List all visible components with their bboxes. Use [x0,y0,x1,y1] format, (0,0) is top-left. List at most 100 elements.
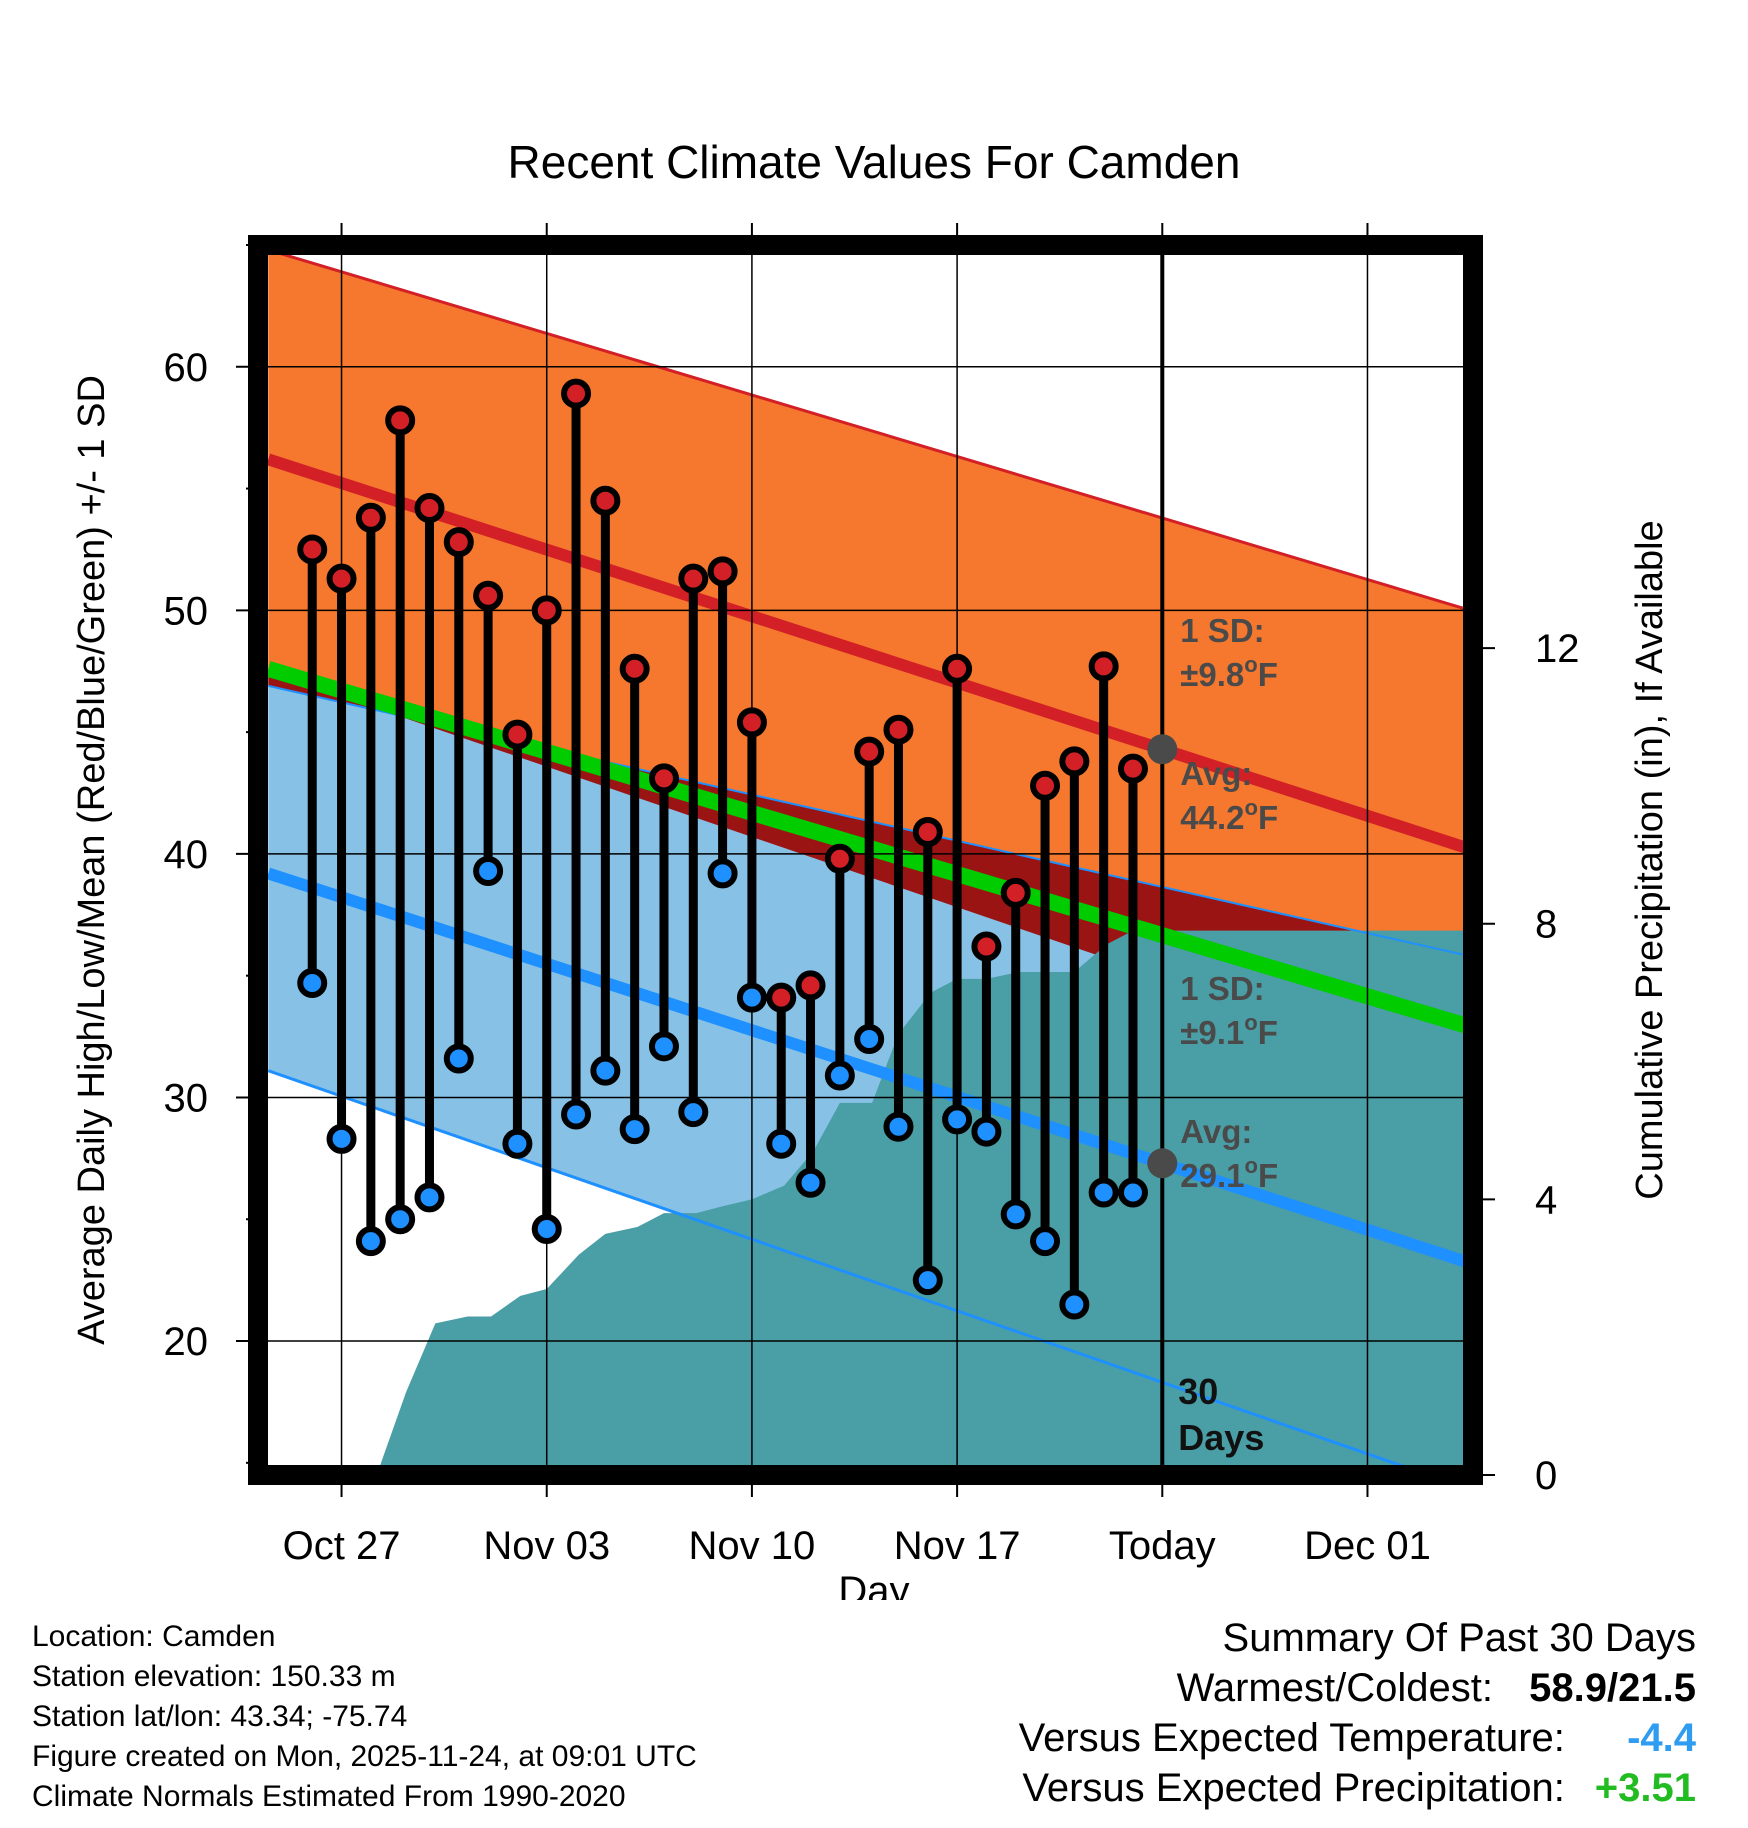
daily-high-point [854,736,885,767]
y-tick-label: 50 [164,589,209,633]
daily-high-point [443,527,474,558]
precip-label: Versus Expected Precipitation: [1022,1766,1565,1810]
daily-low-point [707,858,738,889]
warm-cold-label: Warmest/Coldest: [1176,1666,1493,1710]
daily-high-point [648,763,679,794]
high-normal-line [266,453,1472,855]
days-word: Days [1178,1417,1264,1458]
daily-high-point [912,816,943,847]
daily-low-point [355,1226,386,1257]
daily-high-point [736,707,767,738]
x-tick-label: Today [1109,1524,1216,1568]
daily-low-point [414,1182,445,1213]
x-tick-label: Oct 27 [283,1524,401,1568]
latlon-text: Station lat/lon: 43.34; -75.74 [32,1700,408,1733]
daily-low-point [648,1031,679,1062]
daily-low-point [443,1043,474,1074]
x-tick-label: Dec 01 [1304,1524,1431,1568]
daily-high-point [531,595,562,626]
low-sd-label-title: 1 SD: [1180,970,1264,1007]
daily-high-point [678,563,709,594]
daily-low-point [736,982,767,1013]
temp-label: Versus Expected Temperature: [1018,1716,1565,1760]
precip-value: +3.51 [1594,1766,1696,1810]
low-avg-label-title: Avg: [1180,1113,1252,1150]
high-avg-point [1147,734,1178,765]
location-text: Location: Camden [32,1620,276,1653]
summary-temp: Versus Expected Temperature: -4.4 [1019,1713,1696,1763]
daily-low-point [326,1123,357,1154]
daily-low-point [766,1128,797,1159]
station-info: Location: Camden Station elevation: 150.… [32,1617,697,1817]
daily-high-point [355,502,386,533]
daily-low-point [795,1167,826,1198]
high-avg-label-title: Avg: [1180,755,1252,792]
daily-low-point [502,1128,533,1159]
y-tick-label: 20 [164,1320,209,1364]
daily-low-point [1088,1177,1119,1208]
markers [297,378,1148,1320]
daily-high-point [1117,753,1148,784]
high-upper-edge [267,248,1471,612]
daily-low-point [678,1097,709,1128]
high-sd-band [268,249,1471,1083]
daily-high-point [824,843,855,874]
x-tick-label: Nov 03 [483,1524,610,1568]
x-axis-title: Day [838,1569,909,1600]
high-avg-label-value: 44.2oF [1180,795,1278,836]
daily-low-point [385,1204,416,1235]
daily-high-point [1059,746,1090,777]
summary-title: Summary Of Past 30 Days [1222,1616,1696,1660]
chart-title: Recent Climate Values For Camden [508,136,1241,188]
daily-high-point [590,485,621,516]
daily-high-point [473,580,504,611]
daily-high-point [942,653,973,684]
daily-high-point [619,653,650,684]
y2-tick-label: 0 [1535,1454,1557,1498]
daily-low-point [942,1104,973,1135]
x-tick-label: Nov 17 [894,1524,1021,1568]
y-tick-label: 60 [164,346,209,390]
summary-warm-cold: Warmest/Coldest: 58.9/21.5 [1019,1663,1696,1713]
daily-low-point [1000,1199,1031,1230]
low-lower-edge [267,1069,1433,1475]
daily-high-point [502,719,533,750]
high-sd-label-title: 1 SD: [1180,612,1264,649]
daily-low-point [473,855,504,886]
daily-low-point [883,1111,914,1142]
daily-high-point [795,970,826,1001]
high-sd-label-value: ±9.8oF [1180,652,1278,693]
daily-low-point [912,1265,943,1296]
summary-precip: Versus Expected Precipitation: +3.51 [1019,1763,1696,1813]
daily-low-point [824,1060,855,1091]
low-avg-point [1147,1148,1178,1179]
y2-tick-label: 8 [1535,903,1557,947]
climate-chart: Recent Climate Values For Camden 2030405… [71,136,1671,1600]
daily-high-point [766,982,797,1013]
y-axis-title: Average Daily High/Low/Mean (Red/Blue/Gr… [71,375,113,1345]
plot-frame [248,235,1483,1485]
y2-axis-title: Cumulative Precipitation (in), If Availa… [1629,520,1671,1199]
daily-high-point [971,931,1002,962]
warm-cold-value: 58.9/21.5 [1529,1666,1696,1710]
daily-high-point [385,405,416,436]
daily-high-point [414,493,445,524]
low-sd-label-value: ±9.1oF [1180,1010,1278,1051]
normals-text: Climate Normals Estimated From 1990-2020 [32,1780,626,1813]
y2-tick-label: 4 [1535,1178,1557,1222]
y2-tick-label: 12 [1535,627,1580,671]
daily-high-point [561,378,592,409]
daily-high-point [326,563,357,594]
daily-high-point [297,534,328,565]
summary-panel: Summary Of Past 30 Days Warmest/Coldest:… [1019,1613,1696,1813]
daily-high-point [883,714,914,745]
x-tick-label: Nov 10 [689,1524,816,1568]
daily-low-point [1059,1289,1090,1320]
created-text: Figure created on Mon, 2025-11-24, at 09… [32,1740,697,1773]
daily-low-point [1117,1177,1148,1208]
y-tick-label: 40 [164,833,209,877]
days-number: 30 [1178,1371,1218,1412]
low-normal-line [266,867,1472,1269]
